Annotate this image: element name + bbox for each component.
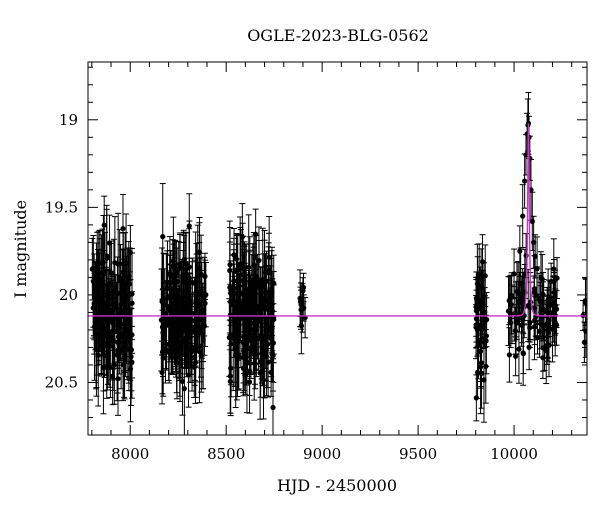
data-point bbox=[227, 349, 234, 414]
plot-frame bbox=[87, 61, 588, 436]
y-tick-label: 20.5 bbox=[45, 373, 78, 391]
y-tick-label: 19 bbox=[59, 111, 78, 129]
data-point bbox=[298, 289, 305, 330]
data-point bbox=[545, 268, 552, 331]
chart-title: OGLE-2023-BLG-0562 bbox=[247, 26, 429, 45]
model-curve bbox=[88, 123, 587, 317]
data-point bbox=[199, 308, 206, 363]
data-point bbox=[531, 293, 538, 361]
x-tick-label: 10000 bbox=[490, 445, 538, 463]
data-point bbox=[537, 251, 544, 304]
data-point bbox=[114, 308, 121, 402]
y-axis-title: I magnitude bbox=[11, 200, 30, 298]
data-point bbox=[519, 184, 526, 249]
data-point bbox=[246, 251, 253, 329]
y-tick-label: 20 bbox=[59, 286, 78, 304]
data-point bbox=[582, 278, 587, 327]
data-point bbox=[119, 193, 126, 264]
data-point bbox=[474, 345, 481, 400]
data-point bbox=[161, 292, 168, 346]
data-point bbox=[268, 347, 275, 397]
data-point bbox=[189, 303, 196, 392]
data-point bbox=[263, 319, 270, 382]
data-point bbox=[201, 252, 208, 301]
data-point bbox=[169, 239, 176, 293]
x-tick-label: 8000 bbox=[111, 445, 149, 463]
data-point bbox=[120, 273, 127, 350]
data-point bbox=[196, 222, 203, 282]
data-point bbox=[128, 307, 135, 406]
data-point bbox=[299, 277, 306, 305]
data-point bbox=[123, 213, 130, 313]
data-point bbox=[233, 233, 240, 286]
data-point bbox=[107, 336, 114, 399]
data-point bbox=[108, 292, 115, 347]
data-point bbox=[515, 314, 522, 384]
x-tick-label: 8500 bbox=[207, 445, 245, 463]
data-point bbox=[227, 268, 234, 336]
x-tick-label: 9000 bbox=[303, 445, 341, 463]
data-point bbox=[114, 307, 121, 394]
data-point bbox=[265, 265, 272, 319]
data-point bbox=[159, 183, 166, 291]
data-point bbox=[473, 374, 480, 422]
data-point bbox=[581, 321, 587, 364]
data-point bbox=[182, 269, 189, 369]
data-point bbox=[237, 226, 244, 301]
data-point bbox=[508, 274, 515, 335]
data-point bbox=[165, 320, 172, 381]
data-point bbox=[511, 248, 518, 300]
axes: 8000 8500 9000 9500 10000 19 19.5 20 20.5 bbox=[45, 62, 587, 463]
data-point bbox=[230, 254, 237, 337]
data-point bbox=[103, 290, 110, 352]
data-point bbox=[196, 273, 203, 383]
data-point bbox=[481, 262, 488, 332]
data-point bbox=[98, 234, 105, 312]
data-point bbox=[128, 291, 135, 379]
data-point bbox=[512, 336, 519, 377]
data-point bbox=[91, 253, 98, 355]
data-point bbox=[159, 247, 166, 356]
data-point bbox=[483, 292, 490, 348]
data-point bbox=[532, 234, 539, 279]
data-point bbox=[250, 314, 257, 375]
plot-area bbox=[88, 91, 587, 435]
data-point bbox=[186, 220, 193, 314]
data-point bbox=[539, 281, 546, 337]
data-point bbox=[246, 346, 253, 397]
x-tick-label: 9500 bbox=[399, 445, 437, 463]
data-point bbox=[553, 304, 560, 346]
data-point bbox=[179, 347, 186, 416]
x-axis-title: HJD - 2450000 bbox=[277, 476, 397, 495]
data-point bbox=[106, 214, 113, 272]
data-point bbox=[513, 262, 520, 321]
data-point bbox=[252, 208, 259, 260]
data-point bbox=[477, 266, 484, 348]
data-point bbox=[124, 276, 131, 362]
data-point bbox=[530, 215, 537, 269]
y-tick-label: 19.5 bbox=[45, 198, 78, 216]
data-point bbox=[547, 279, 554, 346]
data-point bbox=[240, 251, 247, 359]
data-point bbox=[516, 225, 523, 277]
data-point bbox=[265, 326, 272, 398]
data-point bbox=[543, 316, 550, 385]
